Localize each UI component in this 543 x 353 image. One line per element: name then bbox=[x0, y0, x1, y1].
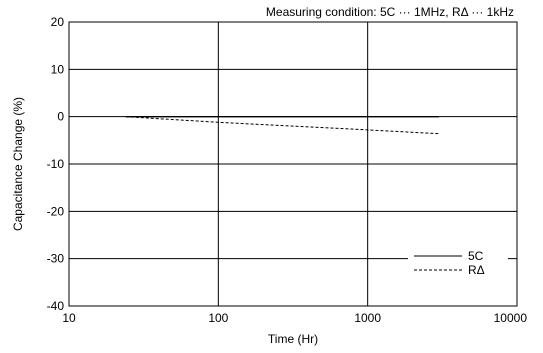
chart-annotation: Measuring condition: 5C ··· 1MHz, RΔ ···… bbox=[266, 5, 514, 19]
y-tick-labels: 20 10 0 -10 -20 -30 -40 bbox=[47, 15, 65, 313]
y-tick-label: 10 bbox=[51, 62, 65, 76]
y-tick-label: -30 bbox=[47, 252, 65, 266]
y-tick-label: -40 bbox=[47, 299, 65, 313]
x-tick-label: 100 bbox=[208, 311, 228, 325]
y-axis-label: Capacitance Change (%) bbox=[11, 97, 25, 231]
x-tick-label: 10 bbox=[62, 311, 76, 325]
y-tick-label: -10 bbox=[47, 157, 65, 171]
y-tick-label: 20 bbox=[51, 15, 65, 29]
x-tick-labels: 10 100 1000 10000 bbox=[62, 311, 527, 325]
x-axis-label: Time (Hr) bbox=[268, 332, 318, 346]
legend-box bbox=[408, 248, 508, 278]
legend-label-rdelta: RΔ bbox=[468, 263, 485, 277]
legend-label-5c: 5C bbox=[468, 249, 484, 263]
y-tick-label: -20 bbox=[47, 204, 65, 218]
x-tick-label: 1000 bbox=[354, 311, 381, 325]
series-lines bbox=[125, 116, 439, 135]
x-tick-label: 10000 bbox=[494, 311, 528, 325]
y-tick-label: 0 bbox=[57, 110, 64, 124]
legend: 5C RΔ bbox=[408, 248, 508, 278]
series-line-rdelta bbox=[125, 116, 439, 135]
